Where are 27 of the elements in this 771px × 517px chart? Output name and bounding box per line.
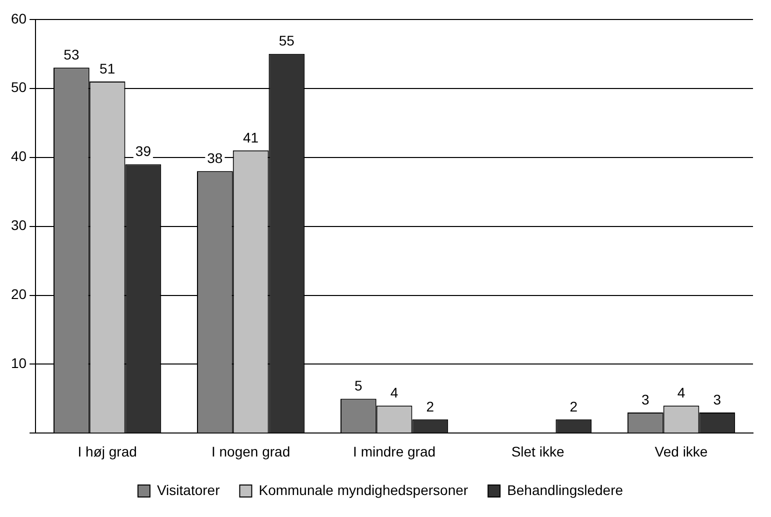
data-label: 39 [135,143,152,160]
y-tick-label: 60 [10,10,27,26]
data-label: 4 [390,384,398,400]
data-label: 55 [278,32,295,49]
data-label: 51 [100,60,116,76]
data-label: 4 [677,384,686,400]
data-label: 41 [243,129,259,146]
y-tick-label: 50 [10,79,27,96]
y-tick-label: 20 [10,286,27,302]
x-tick-label: Ved ikke [654,443,708,460]
legend-label: Kommunale myndighedspersoner [258,482,468,498]
legend-label: Visitatorer [156,482,220,498]
y-tick-label: 40 [10,148,27,164]
y-tick-label: 30 [10,217,27,234]
data-label: 53 [64,46,80,63]
x-tick-label: I mindre grad [353,443,436,460]
legend-label: Behandlingsledere [507,482,624,498]
data-label: 38 [207,150,223,166]
x-tick-label: I nogen grad [211,443,290,460]
data-label: 3 [713,391,722,408]
x-tick-label: I høj grad [78,443,137,460]
data-label: 3 [641,391,650,408]
y-tick-label: 10 [10,355,27,372]
data-label: 5 [354,378,363,394]
x-tick-label: Slet ikke [511,443,564,460]
data-label: 2 [426,398,434,414]
data-label: 2 [570,398,578,414]
